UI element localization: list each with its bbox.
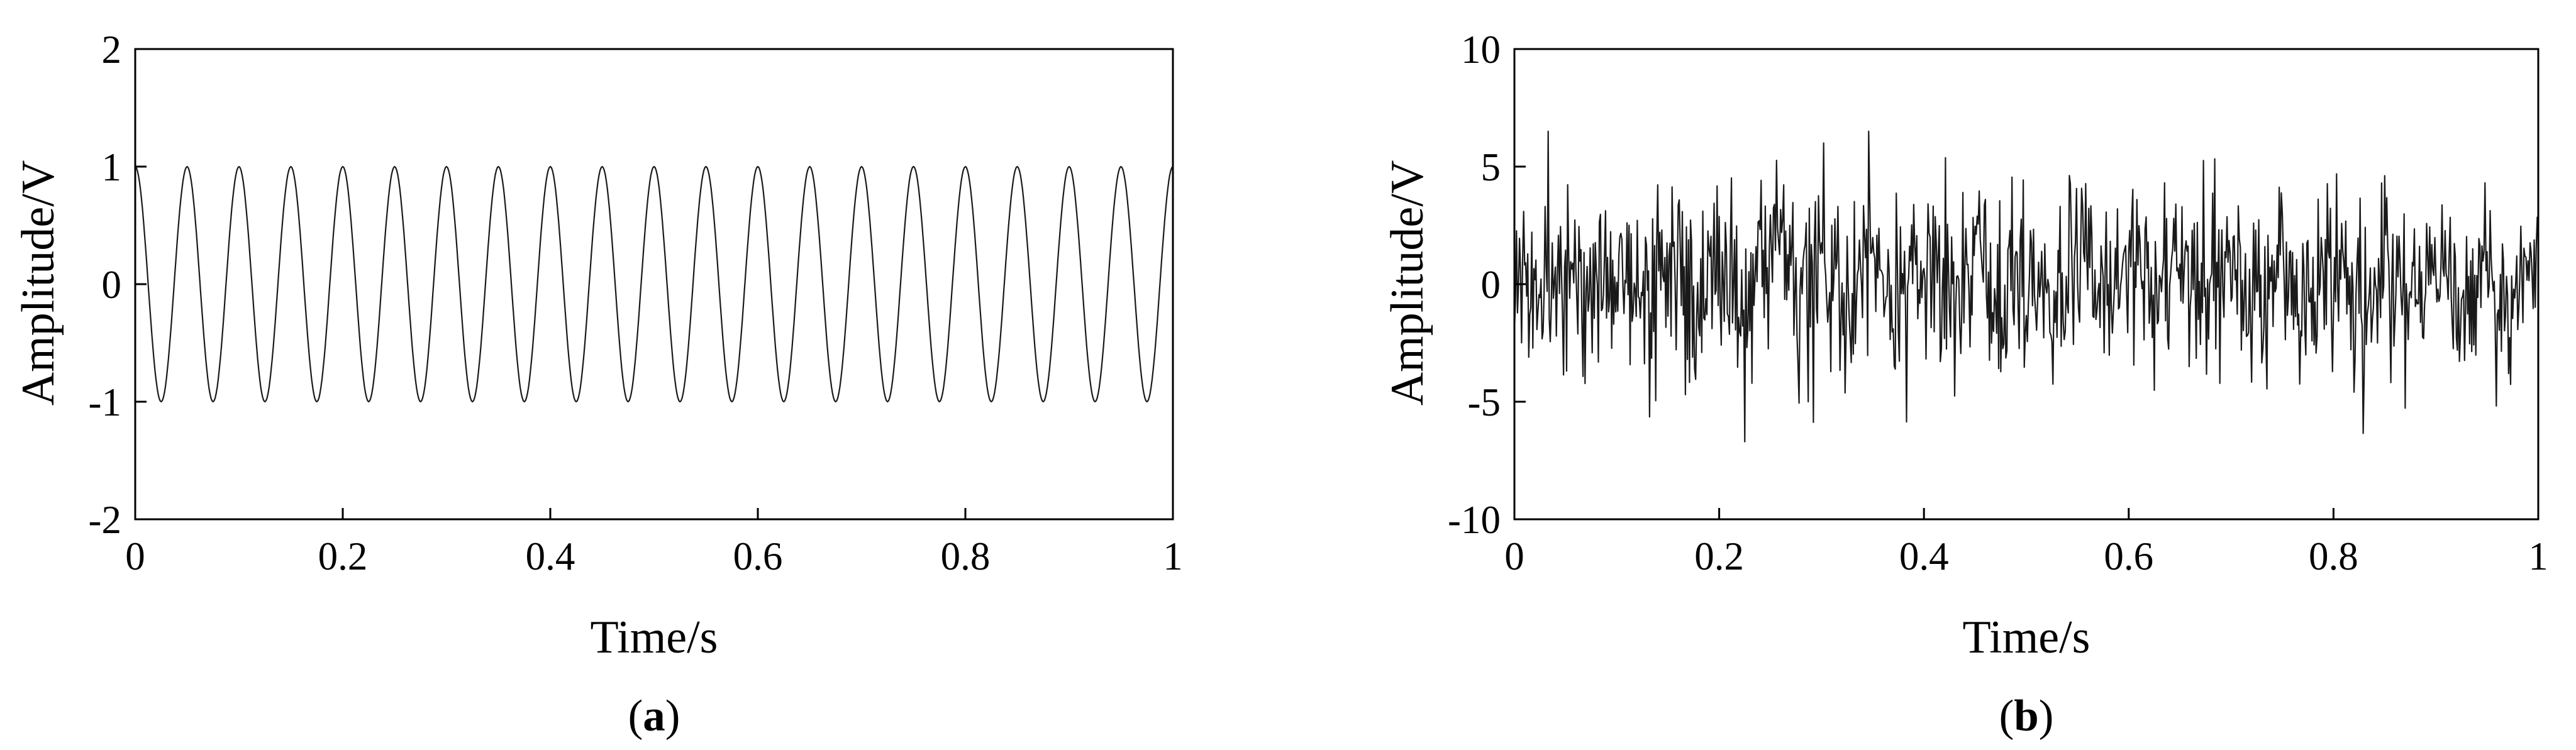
b-y-tick-label: -10	[1448, 498, 1501, 542]
a-y-ticks: -2 -1 0 1 2	[89, 28, 147, 542]
a-signal-line	[135, 165, 1174, 403]
b-x-tick-label: 1	[2528, 534, 2548, 578]
b-x-tick-label: 0.4	[1899, 534, 1949, 578]
a-x-tick-label: 0.2	[318, 534, 368, 578]
panel-a: 0 0.2 0.4 0.6 0.8 1 -2 -1 0 1 2 Time/s Amplitude/…	[13, 28, 1183, 741]
a-x-tick-label: 1	[1163, 534, 1183, 578]
b-caption: (b)	[1999, 692, 2054, 741]
b-x-tick-label: 0.2	[1694, 534, 1744, 578]
b-x-tick-label: 0	[1504, 534, 1524, 578]
a-caption: (a)	[628, 692, 680, 741]
a-x-tick-label: 0.4	[526, 534, 575, 578]
a-caption-letter: a	[643, 692, 665, 741]
a-x-tick-label: 0.6	[733, 534, 783, 578]
b-y-axis-label: Amplitude/V	[1382, 160, 1433, 406]
a-x-tick-label: 0.8	[941, 534, 991, 578]
b-y-tick-label: 10	[1461, 28, 1501, 72]
a-y-tick-label: -1	[89, 380, 121, 424]
b-x-tick-label: 0.8	[2309, 534, 2358, 578]
b-signal-line	[1513, 130, 2539, 443]
a-x-axis-label: Time/s	[591, 612, 718, 663]
a-plot-frame	[134, 48, 1174, 521]
b-y-tick-label: 5	[1481, 145, 1501, 189]
a-y-axis-label: Amplitude/V	[13, 160, 64, 406]
panel-b: 0 0.2 0.4 0.6 0.8 1 -10 -5 0 5 10 Time/s Amplitud…	[1382, 28, 2548, 741]
a-x-ticks: 0 0.2 0.4 0.6 0.8 1	[125, 508, 1183, 578]
b-x-axis-label: Time/s	[1963, 612, 2090, 663]
b-y-ticks: -10 -5 0 5 10	[1448, 28, 1526, 542]
a-y-tick-label: 2	[102, 28, 122, 72]
a-y-tick-label: -2	[89, 498, 121, 542]
a-y-tick-label: 1	[102, 145, 122, 189]
b-x-ticks: 0 0.2 0.4 0.6 0.8 1	[1504, 508, 2548, 578]
b-x-tick-label: 0.6	[2104, 534, 2153, 578]
b-y-tick-label: -5	[1468, 380, 1501, 424]
a-x-tick-label: 0	[125, 534, 145, 578]
b-caption-letter: b	[2014, 692, 2039, 741]
b-y-tick-label: 0	[1481, 263, 1501, 307]
a-y-tick-label: 0	[102, 263, 122, 307]
